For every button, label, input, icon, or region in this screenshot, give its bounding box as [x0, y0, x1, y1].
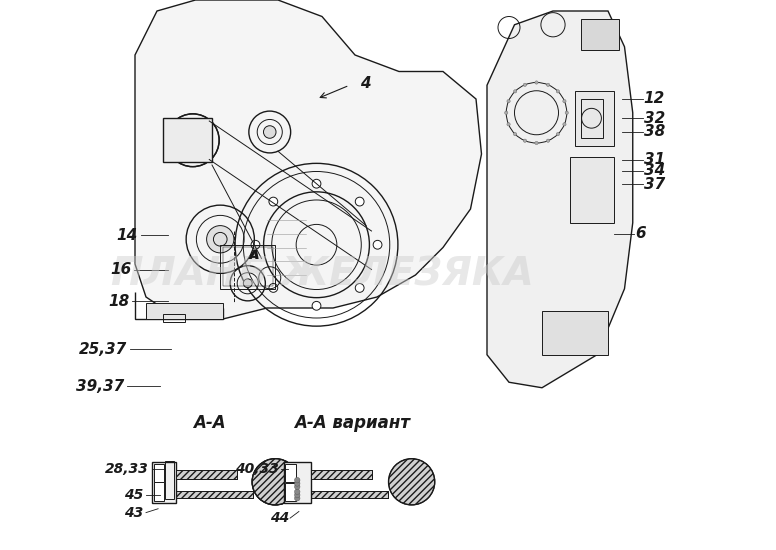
Circle shape [507, 100, 510, 103]
Text: 4: 4 [361, 76, 371, 91]
Text: 18: 18 [108, 294, 130, 309]
Bar [162, 118, 212, 162]
Circle shape [507, 123, 510, 126]
Bar [542, 311, 608, 355]
Text: 40,33: 40,33 [235, 461, 279, 476]
Bar [223, 248, 272, 286]
Text: 28,33: 28,33 [105, 461, 149, 476]
Text: 38: 38 [644, 124, 665, 140]
Wedge shape [252, 459, 298, 505]
Circle shape [355, 283, 364, 292]
Circle shape [514, 90, 517, 93]
Bar [575, 91, 614, 146]
Circle shape [563, 100, 566, 103]
Bar [580, 99, 602, 138]
Circle shape [373, 240, 382, 249]
Bar [285, 483, 296, 500]
Circle shape [295, 496, 300, 501]
Bar [311, 470, 372, 478]
Bar [176, 491, 253, 498]
Text: 14: 14 [116, 228, 138, 243]
Circle shape [252, 459, 298, 505]
Bar [220, 245, 275, 289]
Bar [176, 491, 253, 498]
Circle shape [244, 279, 252, 288]
Bar [176, 470, 237, 478]
Text: A-A: A-A [193, 415, 226, 432]
Circle shape [514, 133, 517, 136]
Bar [146, 302, 223, 319]
Wedge shape [389, 459, 435, 505]
Circle shape [565, 111, 568, 114]
Bar [154, 482, 165, 501]
Text: 31: 31 [644, 152, 665, 167]
Text: 6: 6 [636, 226, 646, 241]
Circle shape [546, 139, 549, 142]
Circle shape [295, 477, 300, 483]
Text: 25,37: 25,37 [78, 342, 126, 357]
Bar [580, 19, 619, 50]
Text: 32: 32 [644, 111, 665, 126]
Circle shape [295, 484, 300, 490]
Bar [154, 464, 165, 482]
Text: 34: 34 [644, 163, 665, 178]
Polygon shape [487, 11, 632, 388]
Circle shape [295, 481, 300, 486]
Bar [165, 461, 174, 499]
Circle shape [535, 141, 538, 145]
Circle shape [251, 240, 260, 249]
Text: 37: 37 [644, 177, 665, 192]
Text: 12: 12 [644, 91, 665, 107]
Circle shape [264, 126, 276, 138]
Polygon shape [135, 0, 481, 319]
Bar [311, 491, 388, 498]
Text: A-A вариант: A-A вариант [294, 415, 411, 432]
Text: A: A [248, 249, 258, 262]
Circle shape [312, 301, 321, 310]
Bar [311, 470, 372, 478]
Text: 44: 44 [270, 511, 289, 525]
Bar [570, 157, 614, 223]
Circle shape [183, 131, 202, 150]
Circle shape [556, 90, 559, 93]
Text: A: A [250, 249, 259, 262]
Text: 43: 43 [124, 505, 144, 520]
Circle shape [295, 489, 300, 494]
Circle shape [504, 111, 508, 114]
Circle shape [563, 123, 566, 126]
Bar [285, 464, 296, 482]
Circle shape [556, 133, 559, 136]
Circle shape [269, 197, 278, 206]
Text: ПЛАНБ ЖЕЛЕЗЯКА: ПЛАНБ ЖЕЛЕЗЯКА [111, 256, 533, 294]
Circle shape [523, 83, 527, 86]
Text: 16: 16 [110, 262, 131, 277]
Text: 39,37: 39,37 [76, 378, 124, 394]
Circle shape [312, 179, 321, 188]
Circle shape [546, 83, 549, 86]
Bar [283, 462, 311, 503]
Circle shape [535, 81, 538, 84]
Circle shape [269, 283, 278, 292]
Bar [176, 470, 237, 478]
Circle shape [523, 139, 527, 142]
Bar [151, 462, 176, 503]
Bar [311, 491, 388, 498]
Circle shape [295, 492, 300, 498]
Circle shape [206, 226, 234, 253]
Bar [162, 314, 185, 322]
Circle shape [355, 197, 364, 206]
Text: 45: 45 [124, 488, 144, 502]
